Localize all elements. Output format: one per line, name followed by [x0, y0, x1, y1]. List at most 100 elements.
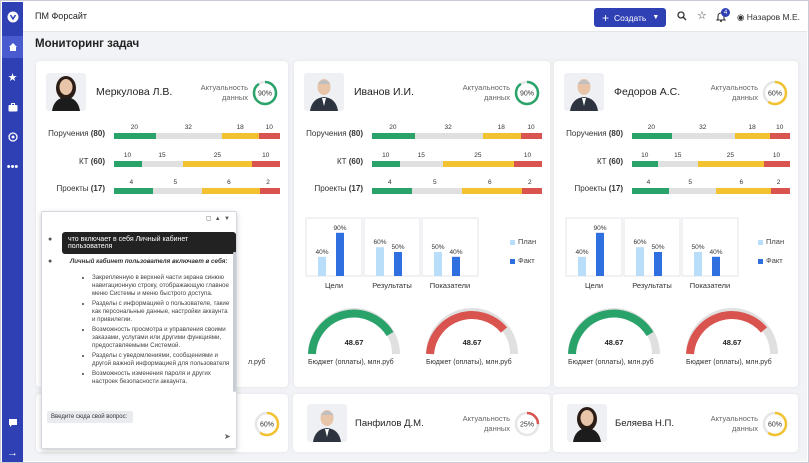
progress-bar[interactable]: [372, 133, 542, 139]
bar-segment: [734, 133, 771, 139]
chevron-down-icon: ▼: [652, 14, 660, 21]
home-icon[interactable]: [2, 36, 23, 58]
segment-value: 2: [266, 179, 270, 186]
segment-value: 10: [382, 152, 390, 159]
bar-segment: [114, 133, 156, 139]
bar-segment: [221, 133, 260, 139]
bar-segment: [771, 188, 790, 194]
bar-segment: [141, 161, 184, 167]
create-button[interactable]: + Создать ▼: [594, 8, 666, 27]
person-card-bottom-2[interactable]: Беляева Н.П. Актуальность данных 60%: [553, 394, 798, 452]
progress-bar[interactable]: [632, 188, 790, 194]
logo-icon[interactable]: [2, 6, 23, 28]
chat-scrollbar[interactable]: [233, 252, 236, 392]
progress-bar[interactable]: [114, 133, 280, 139]
plan-bar: [578, 256, 586, 276]
segment-value: 20: [130, 124, 138, 131]
person-name: Панфилов Д.М.: [355, 418, 424, 429]
notification-badge: 4: [721, 8, 730, 17]
progress-bar[interactable]: [114, 188, 280, 194]
chat-answer-list: Закрепленную в верхней части экрана синю…: [70, 274, 230, 386]
person-name: Иванов И.И.: [354, 86, 414, 98]
gauge-track: [568, 308, 660, 355]
bar-segment: [632, 133, 672, 139]
favorite-icon[interactable]: ☆: [697, 10, 707, 22]
user-name: Назаров М.Е.: [746, 12, 800, 22]
segment-value: 15: [674, 152, 682, 159]
target-icon[interactable]: [2, 126, 23, 148]
chart-group-frame: [363, 217, 421, 277]
person-card[interactable]: Иванов И.И. Актуальность данных 90% Поручен…: [294, 61, 550, 387]
actuality-label: Актуальность данных: [710, 83, 758, 102]
chat-answer-item: Возможность просмотра и управления своим…: [92, 326, 230, 350]
user-menu[interactable]: ◉ Назаров М.Е.: [737, 12, 800, 23]
row-label: Проекты (17): [553, 184, 623, 193]
star-icon[interactable]: ★: [7, 71, 18, 84]
svg-text:60%: 60%: [768, 91, 782, 98]
bar-segment: [400, 161, 443, 167]
chat-answer-item: Возможность изменения пароля и других на…: [92, 370, 230, 386]
chart-group-frame: [681, 217, 739, 277]
segment-value: 10: [776, 124, 784, 131]
app-title: ПМ Форсайт: [35, 11, 87, 21]
gauge-fill: [568, 309, 654, 355]
chat-icon[interactable]: [2, 412, 23, 434]
expand-icon[interactable]: →: [7, 447, 18, 459]
row-label: КТ (60): [35, 157, 105, 166]
bar-value-label: 40%: [575, 249, 588, 256]
plan-bar: [636, 247, 644, 276]
segment-value: 2: [776, 179, 781, 186]
bar-segment: [462, 188, 522, 194]
segment-value: 6: [227, 179, 231, 186]
create-label: Создать: [614, 12, 647, 23]
segment-value: 18: [236, 124, 244, 131]
row-count: (60): [90, 157, 105, 166]
progress-bar[interactable]: [372, 161, 542, 167]
topbar: ПМ Форсайт + Создать ▼ ☆ 4 ◉ Назаров М.Е…: [23, 2, 807, 32]
gauge-value: 48.67: [463, 338, 482, 347]
gauge-track: [308, 308, 400, 355]
chat-input[interactable]: Введите сюда свой вопрос:: [47, 411, 133, 423]
more-icon[interactable]: •••: [6, 161, 19, 173]
segment-value: 6: [739, 179, 744, 186]
actuality-ring: 90%: [252, 80, 278, 106]
bar-value-label: 50%: [431, 244, 444, 251]
progress-bar[interactable]: [632, 161, 790, 167]
thumbs-down-icon[interactable]: ▼: [224, 216, 230, 222]
plan-bar: [318, 256, 326, 276]
row-label: КТ (60): [293, 157, 363, 166]
person-card[interactable]: Федоров А.С. Актуальность данных 60% Поруче…: [554, 61, 798, 387]
person-card-bottom-1[interactable]: Панфилов Д.М. Актуальность данных 25%: [293, 394, 550, 452]
chart-group-frame: [305, 217, 363, 277]
segment-value: 15: [158, 152, 166, 159]
row-label-text: КТ: [78, 157, 91, 166]
bar-value-label: 40%: [709, 249, 722, 256]
briefcase-icon[interactable]: [2, 96, 23, 118]
progress-bar[interactable]: [114, 161, 280, 167]
plan-bar: [376, 247, 384, 276]
search-icon[interactable]: [677, 11, 687, 24]
user-icon: ◉: [737, 12, 745, 22]
person-name: Беляева Н.П.: [615, 418, 675, 429]
segment-value: 10: [265, 124, 273, 131]
segment-value: 10: [523, 152, 532, 159]
row-label-text: Поручения: [306, 129, 349, 138]
bar-segment: [715, 188, 772, 194]
copy-icon[interactable]: ▢: [205, 216, 212, 222]
budget-label: Бюджет (оплаты), млн.руб: [426, 359, 512, 366]
send-icon[interactable]: ➤: [224, 432, 231, 441]
bar-segment: [513, 161, 542, 167]
progress-bar[interactable]: [632, 133, 790, 139]
chat-answer-item: Закрепленную в верхней части экрана синю…: [92, 274, 230, 298]
fact-bar: [712, 256, 720, 276]
bar-segment: [260, 188, 280, 194]
row-count: (80): [608, 129, 623, 138]
actuality-label: Актуальность данных: [462, 414, 510, 433]
progress-bar[interactable]: [372, 188, 542, 194]
thumbs-up-icon[interactable]: ▲: [214, 216, 221, 222]
row-label-text: КТ: [596, 157, 609, 166]
segment-value: 10: [641, 152, 649, 159]
actuality-label: Актуальность данных: [710, 414, 758, 433]
budget-gauge: 48.67: [308, 308, 400, 355]
